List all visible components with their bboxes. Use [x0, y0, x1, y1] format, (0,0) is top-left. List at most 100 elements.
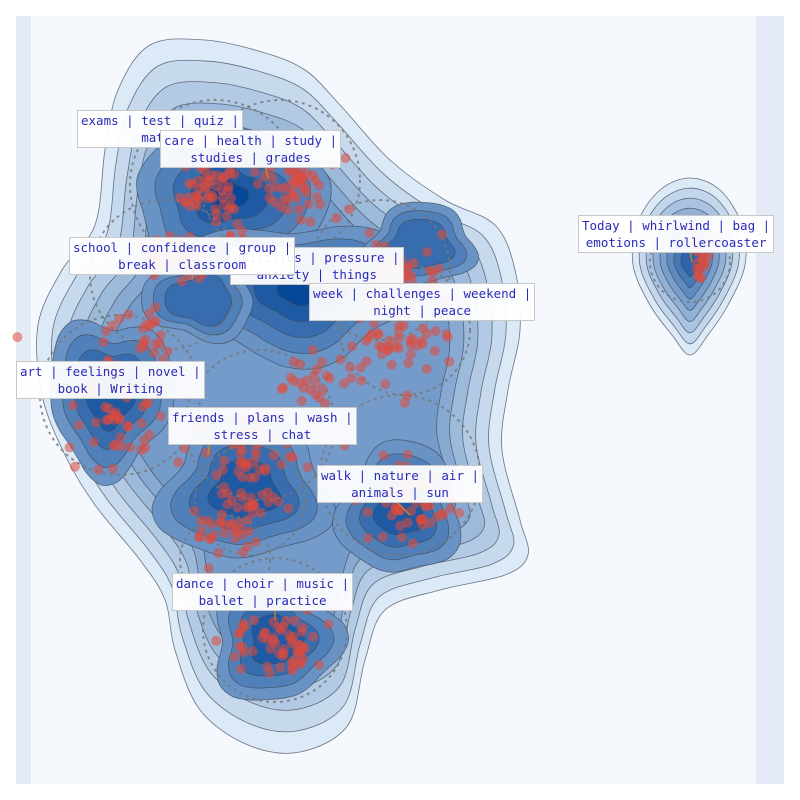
topic-circle: [649, 221, 731, 303]
document-point: [103, 414, 114, 425]
document-point: [405, 349, 416, 360]
document-point: [296, 396, 307, 406]
document-point: [229, 651, 240, 662]
document-point: [377, 531, 388, 542]
topic-label-line: stress | chat: [213, 427, 312, 442]
document-point: [286, 634, 297, 645]
document-point: [237, 529, 248, 540]
topic-circle: [194, 444, 306, 556]
document-point: [137, 323, 148, 334]
document-point: [305, 384, 316, 395]
document-point: [216, 516, 226, 527]
document-point: [116, 441, 127, 452]
document-point: [307, 631, 318, 642]
document-point: [93, 464, 104, 475]
document-point: [429, 345, 440, 356]
document-point: [247, 646, 258, 657]
document-point: [412, 340, 422, 351]
document-point: [295, 377, 306, 388]
topic-label-care: care | health | study | studies | grades: [160, 130, 342, 168]
document-point: [226, 193, 236, 204]
document-point: [91, 417, 101, 428]
document-point: [222, 185, 233, 196]
document-point: [264, 667, 275, 678]
document-point: [173, 457, 184, 468]
document-point: [346, 373, 357, 384]
document-point: [253, 179, 263, 189]
document-point: [445, 503, 456, 514]
document-point: [380, 379, 391, 390]
topic-label-line: school | confidence | group |: [73, 240, 292, 255]
document-point: [235, 448, 246, 459]
document-point: [249, 615, 259, 626]
topic-label-walk: walk | nature | air | animals | sun: [317, 465, 484, 503]
topic-label-school: school | confidence | group | break | cl…: [69, 237, 296, 275]
document-point: [424, 265, 435, 276]
document-point: [290, 193, 301, 204]
document-point: [149, 347, 160, 358]
document-point: [407, 538, 418, 549]
document-point: [242, 541, 253, 552]
document-point: [276, 384, 287, 395]
document-point: [384, 335, 395, 346]
document-point: [275, 662, 286, 673]
document-point: [399, 397, 410, 408]
document-point: [265, 643, 276, 654]
document-point: [312, 364, 323, 375]
document-point: [364, 228, 375, 238]
document-point: [297, 174, 308, 185]
document-point: [224, 203, 235, 214]
document-point: [288, 356, 299, 367]
topic-label-line: art | feelings | novel |: [20, 364, 201, 379]
document-point: [421, 328, 432, 339]
document-point: [68, 400, 78, 411]
document-point: [264, 183, 274, 194]
topic-label-dance: dance | choir | music | ballet | practic…: [172, 573, 354, 611]
topic-label-line: exams | test | quiz |: [81, 113, 240, 128]
document-point: [69, 461, 80, 472]
document-point: [393, 333, 404, 344]
document-point: [364, 332, 375, 343]
document-point: [697, 254, 708, 265]
document-point: [219, 482, 229, 493]
document-point: [316, 357, 327, 367]
document-point: [125, 442, 136, 453]
document-point: [394, 320, 405, 331]
document-point: [64, 442, 75, 453]
document-point: [239, 621, 250, 632]
document-point: [236, 226, 247, 237]
topic-label-week: week | challenges | weekend | night | pe…: [309, 283, 536, 321]
document-point: [262, 487, 273, 498]
document-point: [362, 507, 373, 518]
document-point: [234, 628, 245, 639]
topic-label-line: Today | whirlwind | bag |: [582, 218, 771, 233]
document-point: [279, 644, 289, 655]
document-point: [179, 197, 190, 207]
document-point: [260, 463, 271, 474]
document-point: [296, 214, 306, 225]
topic-label-art: art | feelings | novel | book | Writing: [16, 361, 205, 399]
document-point: [138, 337, 149, 348]
document-point: [211, 208, 222, 219]
document-point: [406, 506, 417, 517]
document-point: [193, 273, 204, 284]
topic-label-line: dance | choir | music |: [176, 576, 350, 591]
document-point: [402, 449, 413, 460]
document-point: [407, 333, 418, 344]
document-point: [249, 166, 260, 177]
document-point: [205, 175, 216, 186]
document-point: [150, 316, 161, 327]
document-point: [101, 326, 111, 336]
topic-label-line: emotions | rollercoaster: [585, 235, 767, 250]
document-point: [432, 511, 443, 522]
document-point: [114, 313, 125, 324]
document-point: [275, 201, 286, 212]
document-point: [262, 634, 273, 645]
document-point: [255, 507, 266, 518]
document-point: [345, 362, 356, 373]
document-point: [393, 343, 404, 354]
document-point: [694, 264, 705, 275]
document-point: [211, 635, 222, 646]
topic-circle: [339, 264, 471, 396]
document-point: [268, 450, 279, 461]
